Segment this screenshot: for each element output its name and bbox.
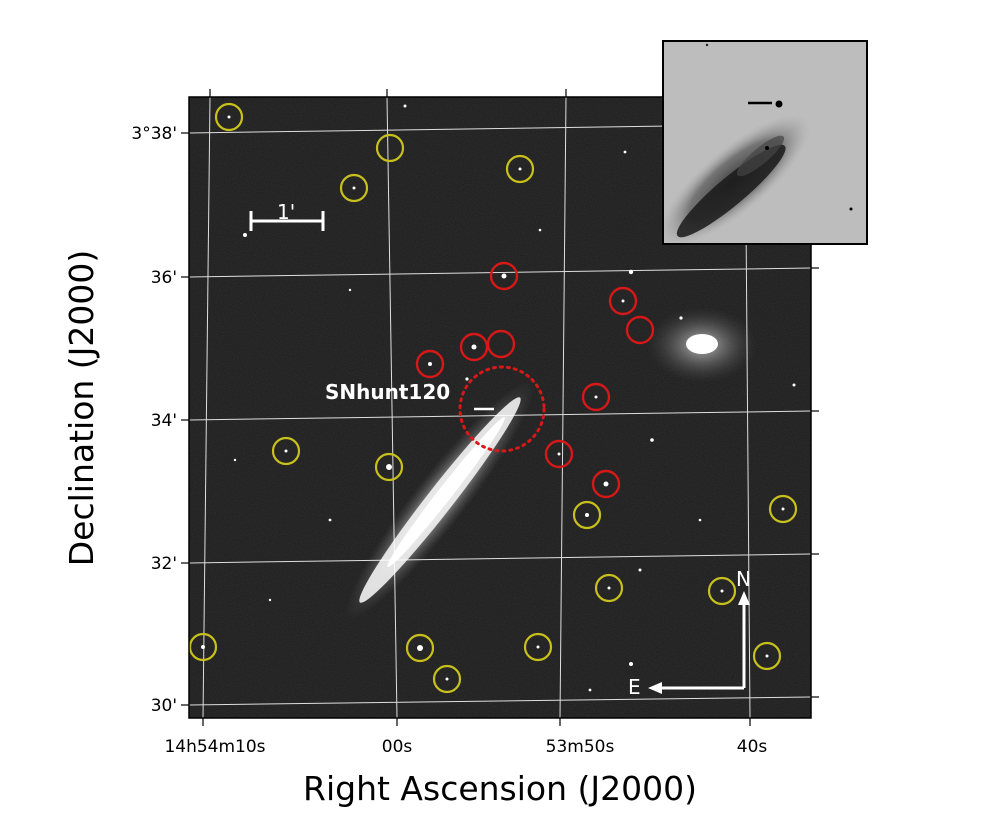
x-tick-label: 40s [737,737,768,757]
y-tick-label: 36' [151,268,177,288]
compass [648,591,750,694]
frame-ticks [181,89,819,726]
coordinate-grid [189,97,811,718]
red-star-markers [415,261,655,499]
scale-bar [249,211,325,231]
sn-target-label: SNhunt120 [325,380,450,404]
yellow-star-markers [189,102,798,694]
x-tick-label: 53m50s [546,737,615,757]
y-tick-labels: 3°38' 36' 34' 32' 30' [131,124,177,716]
y-tick-label: 32' [151,554,177,574]
sn-location-circle [458,365,546,453]
spiral-galaxy [647,307,757,383]
y-tick-label: 30' [151,696,177,716]
y-tick-label: 3°38' [131,124,177,144]
y-axis-label: Declination (J2000) [62,250,101,567]
image-frame [188,96,812,719]
y-tick-label: 34' [151,411,177,431]
compass-north-label: N [736,567,751,591]
inset-image [662,40,868,245]
x-axis-label: Right Ascension (J2000) [303,769,697,808]
x-tick-label: 14h54m10s [164,737,265,757]
scale-bar-label: 1' [277,200,295,224]
compass-east-label: E [628,675,641,699]
x-tick-labels: 14h54m10s 00s 53m50s 40s [164,737,767,757]
x-tick-label: 00s [382,737,413,757]
